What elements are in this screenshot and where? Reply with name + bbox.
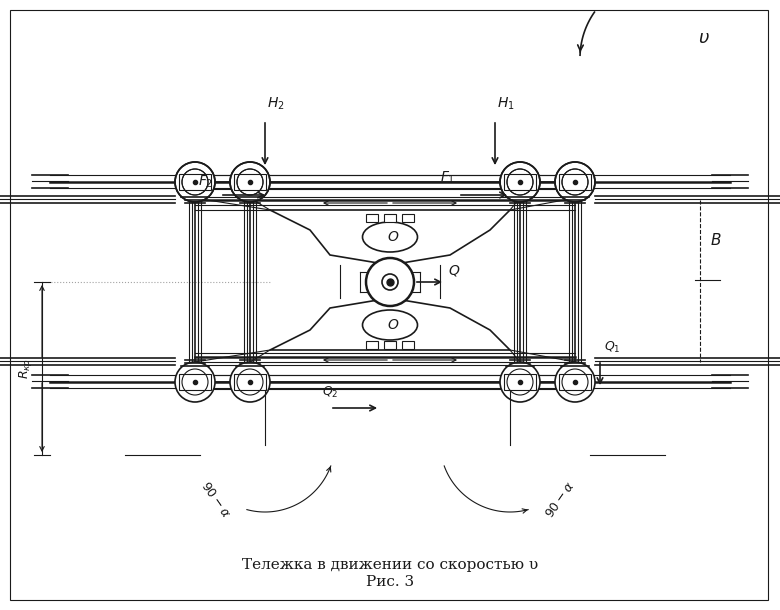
FancyBboxPatch shape xyxy=(234,374,266,390)
FancyBboxPatch shape xyxy=(366,341,378,349)
Circle shape xyxy=(366,258,414,306)
Ellipse shape xyxy=(363,222,417,252)
Text: $R_{кр}$: $R_{кр}$ xyxy=(16,357,34,379)
FancyBboxPatch shape xyxy=(402,214,414,222)
Circle shape xyxy=(555,162,595,202)
FancyBboxPatch shape xyxy=(384,341,396,349)
Text: $F_1$: $F_1$ xyxy=(440,170,456,186)
Ellipse shape xyxy=(363,310,417,340)
Circle shape xyxy=(230,362,270,402)
Text: $90-α$: $90-α$ xyxy=(198,479,232,521)
Text: $Q_1$: $Q_1$ xyxy=(604,340,621,355)
Text: $90-α$: $90-α$ xyxy=(543,479,577,521)
Text: $υ$: $υ$ xyxy=(698,29,710,47)
FancyBboxPatch shape xyxy=(234,174,266,190)
FancyBboxPatch shape xyxy=(559,174,591,190)
FancyBboxPatch shape xyxy=(504,374,536,390)
Text: $O$: $O$ xyxy=(387,230,399,244)
Text: $B$: $B$ xyxy=(710,232,722,248)
Circle shape xyxy=(230,162,270,202)
FancyBboxPatch shape xyxy=(402,341,414,349)
Text: $Q_2$: $Q_2$ xyxy=(322,385,339,400)
FancyBboxPatch shape xyxy=(366,214,378,222)
Text: $O$: $O$ xyxy=(387,318,399,332)
FancyBboxPatch shape xyxy=(179,174,211,190)
Circle shape xyxy=(555,362,595,402)
Text: Тележка в движении со скоростью υ: Тележка в движении со скоростью υ xyxy=(242,558,538,572)
Circle shape xyxy=(500,162,540,202)
Circle shape xyxy=(175,362,215,402)
FancyBboxPatch shape xyxy=(559,374,591,390)
FancyBboxPatch shape xyxy=(384,214,396,222)
Polygon shape xyxy=(270,210,510,265)
Text: $Q$: $Q$ xyxy=(448,263,460,278)
Text: Рис. 3: Рис. 3 xyxy=(366,575,414,589)
Text: $F_2$: $F_2$ xyxy=(198,174,213,190)
Circle shape xyxy=(175,162,215,202)
Text: $H_1$: $H_1$ xyxy=(497,96,515,112)
Circle shape xyxy=(500,362,540,402)
Text: $H_2$: $H_2$ xyxy=(267,96,285,112)
Polygon shape xyxy=(270,298,510,350)
FancyBboxPatch shape xyxy=(504,174,536,190)
FancyBboxPatch shape xyxy=(179,374,211,390)
Circle shape xyxy=(382,274,398,290)
